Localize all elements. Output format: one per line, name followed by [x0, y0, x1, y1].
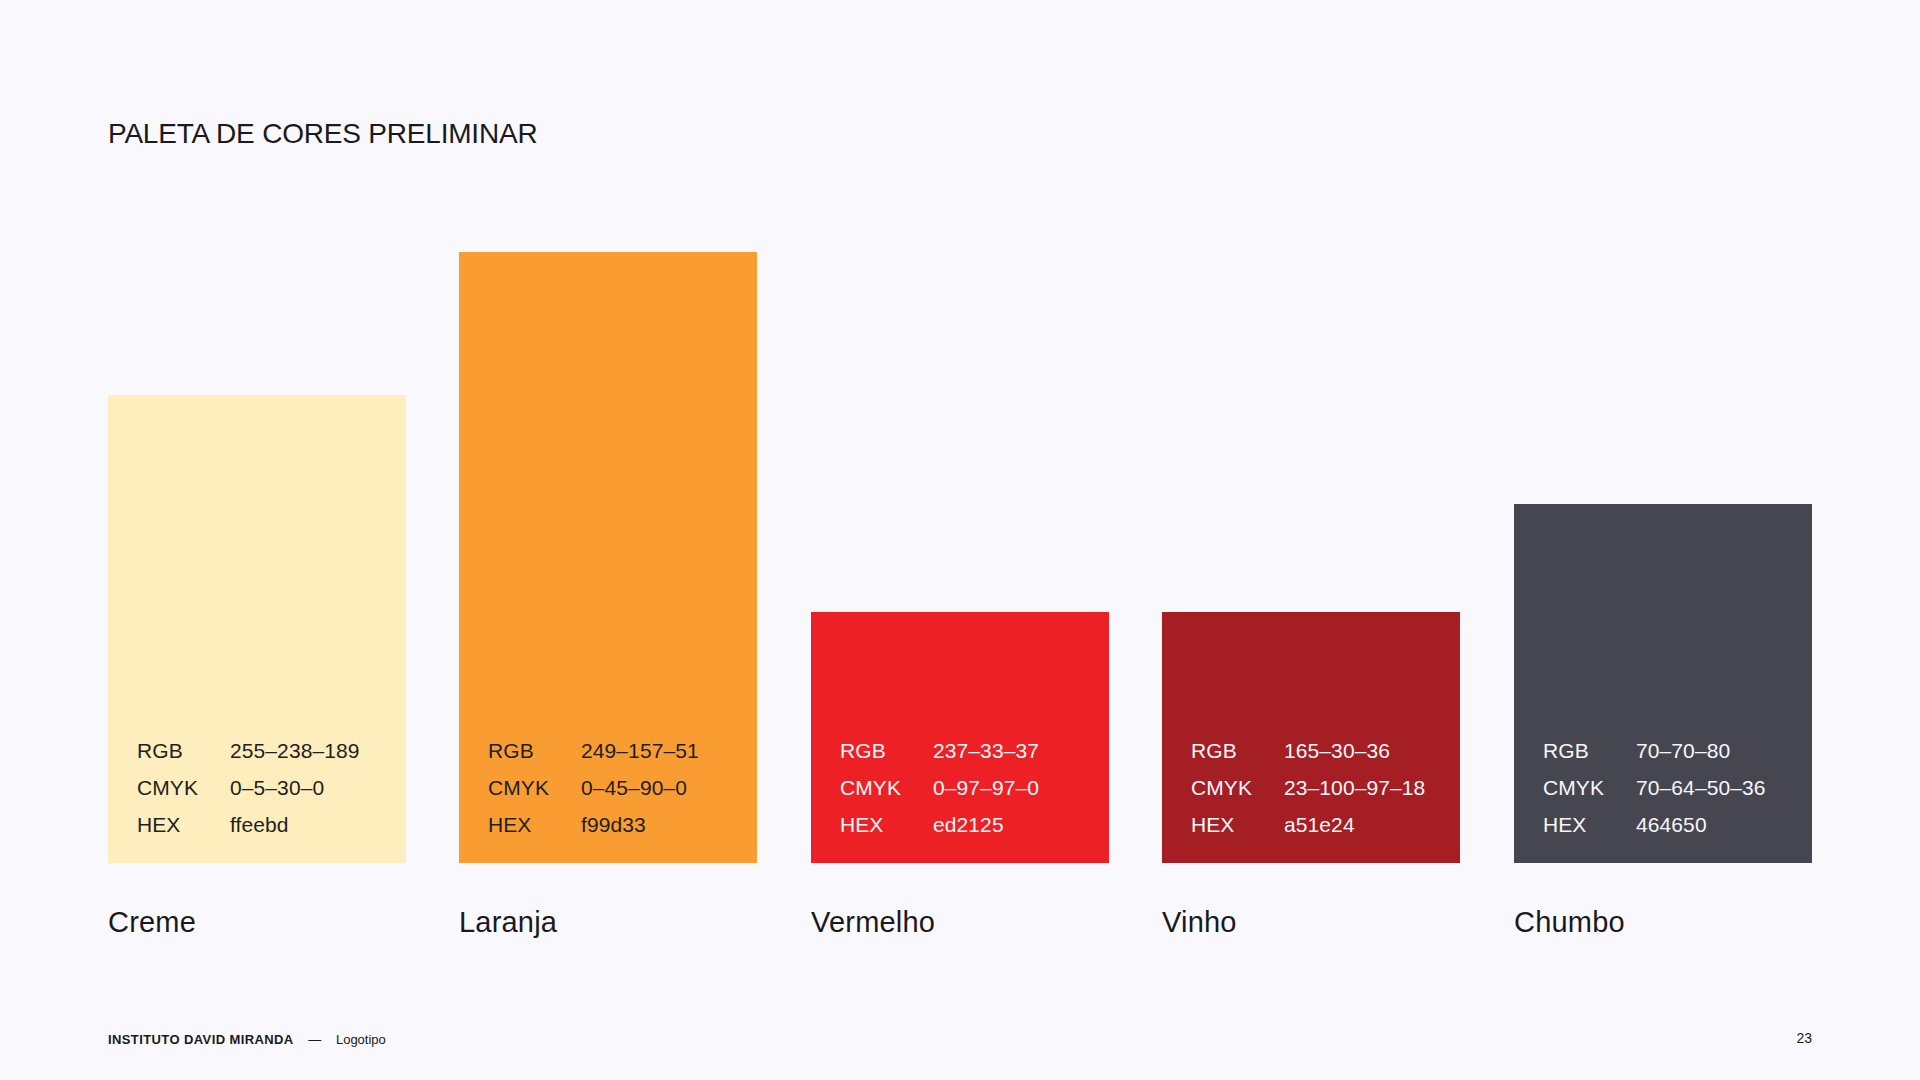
- color-swatch-vermelho: RGB 237–33–37 CMYK 0–97–97–0 HEX ed2125: [811, 612, 1109, 863]
- rgb-value: 237–33–37: [933, 732, 1039, 769]
- hex-row: HEX f99d33: [488, 806, 747, 843]
- cmyk-row: CMYK 23–100–97–18: [1191, 769, 1450, 806]
- page-number: 23: [1796, 1030, 1812, 1046]
- cmyk-label: CMYK: [488, 769, 581, 806]
- swatch-name-laranja: Laranja: [459, 906, 557, 939]
- hex-row: HEX 464650: [1543, 806, 1802, 843]
- color-swatch-vinho: RGB 165–30–36 CMYK 23–100–97–18 HEX a51e…: [1162, 612, 1460, 863]
- footer-org-name: INSTITUTO DAVID MIRANDA: [108, 1032, 294, 1047]
- swatch-name-chumbo: Chumbo: [1514, 906, 1625, 939]
- hex-row: HEX a51e24: [1191, 806, 1450, 843]
- cmyk-row: CMYK 0–45–90–0: [488, 769, 747, 806]
- color-swatch-laranja: RGB 249–157–51 CMYK 0–45–90–0 HEX f99d33: [459, 252, 757, 863]
- swatch-name-vermelho: Vermelho: [811, 906, 935, 939]
- rgb-row: RGB 70–70–80: [1543, 732, 1802, 769]
- hex-value: ffeebd: [230, 806, 289, 843]
- swatch-info: RGB 70–70–80 CMYK 70–64–50–36 HEX 464650: [1543, 732, 1802, 843]
- swatch-info: RGB 249–157–51 CMYK 0–45–90–0 HEX f99d33: [488, 732, 747, 843]
- hex-value: a51e24: [1284, 806, 1355, 843]
- hex-label: HEX: [488, 806, 581, 843]
- cmyk-row: CMYK 0–5–30–0: [137, 769, 396, 806]
- rgb-value: 255–238–189: [230, 732, 360, 769]
- footer-separator: —: [308, 1032, 321, 1047]
- cmyk-label: CMYK: [1191, 769, 1284, 806]
- footer-doc-name: Logotipo: [336, 1032, 386, 1047]
- cmyk-value: 0–45–90–0: [581, 769, 687, 806]
- rgb-row: RGB 255–238–189: [137, 732, 396, 769]
- hex-label: HEX: [1543, 806, 1636, 843]
- cmyk-row: CMYK 70–64–50–36: [1543, 769, 1802, 806]
- rgb-value: 165–30–36: [1284, 732, 1390, 769]
- page-title: PALETA DE CORES PRELIMINAR: [108, 118, 537, 150]
- cmyk-label: CMYK: [840, 769, 933, 806]
- swatch-info: RGB 255–238–189 CMYK 0–5–30–0 HEX ffeebd: [137, 732, 396, 843]
- hex-row: HEX ed2125: [840, 806, 1099, 843]
- hex-row: HEX ffeebd: [137, 806, 396, 843]
- swatch-info: RGB 165–30–36 CMYK 23–100–97–18 HEX a51e…: [1191, 732, 1450, 843]
- hex-value: f99d33: [581, 806, 646, 843]
- rgb-label: RGB: [840, 732, 933, 769]
- rgb-label: RGB: [1191, 732, 1284, 769]
- hex-label: HEX: [137, 806, 230, 843]
- swatch-name-vinho: Vinho: [1162, 906, 1237, 939]
- color-swatch-creme: RGB 255–238–189 CMYK 0–5–30–0 HEX ffeebd: [108, 395, 406, 863]
- rgb-row: RGB 165–30–36: [1191, 732, 1450, 769]
- hex-label: HEX: [1191, 806, 1284, 843]
- rgb-label: RGB: [488, 732, 581, 769]
- palette-slide: PALETA DE CORES PRELIMINAR RGB 255–238–1…: [0, 0, 1920, 1080]
- hex-value: 464650: [1636, 806, 1707, 843]
- rgb-label: RGB: [137, 732, 230, 769]
- rgb-label: RGB: [1543, 732, 1636, 769]
- hex-label: HEX: [840, 806, 933, 843]
- rgb-row: RGB 249–157–51: [488, 732, 747, 769]
- cmyk-value: 70–64–50–36: [1636, 769, 1766, 806]
- rgb-value: 70–70–80: [1636, 732, 1730, 769]
- rgb-value: 249–157–51: [581, 732, 699, 769]
- swatch-info: RGB 237–33–37 CMYK 0–97–97–0 HEX ed2125: [840, 732, 1099, 843]
- cmyk-label: CMYK: [137, 769, 230, 806]
- footer: INSTITUTO DAVID MIRANDA — Logotipo: [108, 1032, 386, 1047]
- rgb-row: RGB 237–33–37: [840, 732, 1099, 769]
- cmyk-value: 0–97–97–0: [933, 769, 1039, 806]
- hex-value: ed2125: [933, 806, 1004, 843]
- color-swatch-chumbo: RGB 70–70–80 CMYK 70–64–50–36 HEX 464650: [1514, 504, 1812, 863]
- cmyk-value: 0–5–30–0: [230, 769, 324, 806]
- cmyk-row: CMYK 0–97–97–0: [840, 769, 1099, 806]
- cmyk-value: 23–100–97–18: [1284, 769, 1425, 806]
- cmyk-label: CMYK: [1543, 769, 1636, 806]
- swatch-name-creme: Creme: [108, 906, 196, 939]
